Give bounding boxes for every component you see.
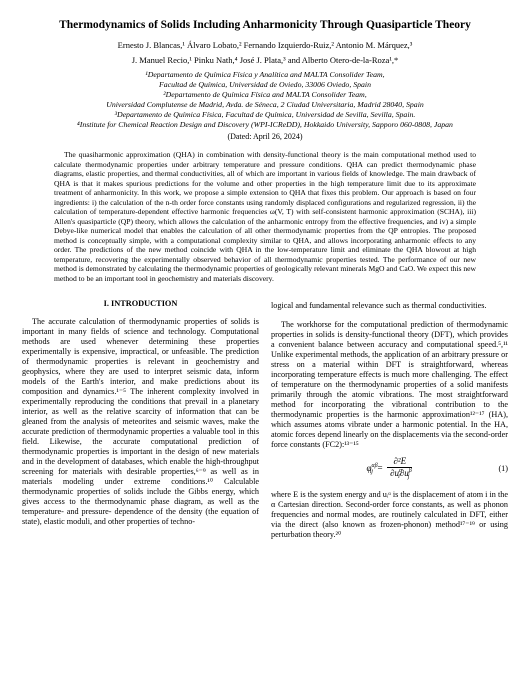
equation-1: φαβij = ∂²E ∂uαi∂uβj (1)	[271, 456, 508, 482]
affil-1a: ¹Departamento de Química Física y Analít…	[22, 70, 508, 80]
paper-title: Thermodynamics of Solids Including Anhar…	[22, 18, 508, 32]
affil-1b: Facultad de Química, Universidad de Ovie…	[22, 80, 508, 90]
section-1-heading: I. INTRODUCTION	[22, 299, 259, 309]
equation-1-number: (1)	[498, 464, 508, 474]
authors-line-1: Ernesto J. Blancas,¹ Álvaro Lobato,² Fer…	[22, 40, 508, 51]
authors-line-2: J. Manuel Recio,¹ Pinku Nath,⁴ José J. P…	[22, 55, 508, 66]
affiliations: ¹Departamento de Química Física y Analít…	[22, 70, 508, 131]
col2-para-2: The workhorse for the computational pred…	[271, 320, 508, 450]
col2-para-1: logical and fundamental relevance such a…	[271, 301, 508, 311]
two-column-body: I. INTRODUCTION The accurate calculation…	[22, 293, 508, 548]
affil-3: ³Departamento de Química Física, Faculta…	[22, 110, 508, 120]
affil-2b: Universidad Complutense de Madrid, Avda.…	[22, 100, 508, 110]
right-column: logical and fundamental relevance such a…	[271, 293, 508, 548]
col2-para-3: where E is the system energy and uᵢᵅ is …	[271, 490, 508, 540]
date: (Dated: April 26, 2024)	[22, 132, 508, 142]
affil-4: ⁴Institute for Chemical Reaction Design …	[22, 120, 508, 130]
left-column: I. INTRODUCTION The accurate calculation…	[22, 293, 259, 548]
affil-2a: ²Departamento de Química Física and MALT…	[22, 90, 508, 100]
abstract: The quasiharmonic approximation (QHA) in…	[54, 150, 476, 283]
col1-para-1: The accurate calculation of thermodynami…	[22, 317, 259, 527]
